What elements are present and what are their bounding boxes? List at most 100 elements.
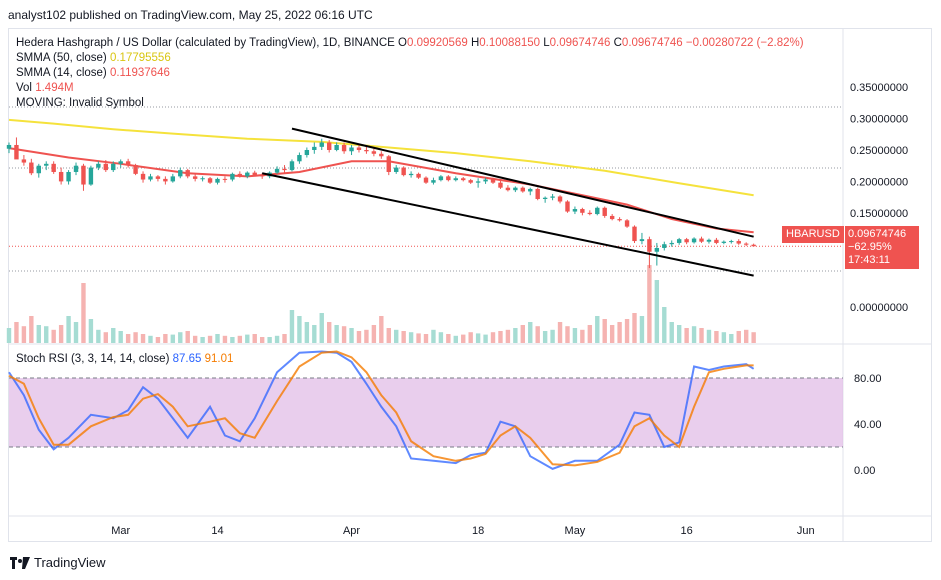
candle-body xyxy=(230,173,235,180)
time-tick-label: Jun xyxy=(797,525,815,537)
candle-body xyxy=(207,178,213,183)
candle-body xyxy=(51,163,56,172)
volume-bar xyxy=(326,322,332,343)
volume-bar xyxy=(706,329,712,343)
legend-vol-row[interactable]: Vol 1.494M xyxy=(16,81,804,96)
volume-bar xyxy=(565,326,570,343)
volume-bar xyxy=(580,329,585,343)
volume-bar xyxy=(289,310,295,343)
volume-bar xyxy=(364,329,369,343)
volume-bar xyxy=(103,332,109,343)
candle-body xyxy=(312,146,317,150)
stoch-band xyxy=(9,378,843,447)
candle-body xyxy=(66,171,71,182)
candle-body xyxy=(595,207,600,215)
candle-body xyxy=(282,168,287,171)
volume-bar xyxy=(44,326,49,343)
volume-bar xyxy=(662,307,667,343)
candle-body xyxy=(699,238,704,242)
volume-bar xyxy=(632,313,637,343)
volume-bar xyxy=(222,335,228,343)
bar-countdown: 17:43:11 xyxy=(848,254,891,266)
volume-bar xyxy=(743,329,749,343)
candle-body xyxy=(423,177,429,183)
candle-body xyxy=(259,175,265,177)
volume-bar xyxy=(259,337,265,343)
candle-body xyxy=(163,178,168,182)
volume-bar xyxy=(505,329,511,343)
last-price: 0.09674746 xyxy=(848,228,907,240)
candle-body xyxy=(736,241,741,244)
legend-smma50-row[interactable]: SMMA (50, close) 0.17795556 xyxy=(16,51,804,66)
volume-bar xyxy=(185,331,190,343)
candle-body xyxy=(446,176,451,181)
volume-bar xyxy=(349,328,354,343)
volume-bar xyxy=(178,332,183,343)
candle-body xyxy=(155,176,161,179)
legend-low-label: L xyxy=(543,37,550,49)
volume-bar xyxy=(475,333,481,343)
legend-open: 0.09920569 xyxy=(406,37,468,49)
candle-body xyxy=(691,238,697,243)
volume-bar xyxy=(639,316,645,343)
volume-bar xyxy=(282,334,287,343)
candle-body xyxy=(73,165,79,172)
volume-bar xyxy=(431,329,436,343)
volume-bar xyxy=(237,335,243,343)
candle-body xyxy=(729,241,734,243)
volume-bar xyxy=(751,332,756,343)
candle-body xyxy=(557,196,563,202)
legend-title: Hedera Hashgraph / US Dollar (calculated… xyxy=(16,37,395,49)
volume-bar xyxy=(312,325,317,343)
volume-bar xyxy=(691,326,697,343)
legend-smma50-value: 0.17795556 xyxy=(109,52,171,64)
volume-bar xyxy=(602,319,607,343)
volume-bar xyxy=(21,326,27,343)
stoch-legend[interactable]: Stoch RSI (3, 3, 14, 14, close) 87.65 91… xyxy=(16,352,233,367)
volume-bar xyxy=(721,332,727,343)
price-tick-label: 0.15000000 xyxy=(850,208,908,220)
candle-body xyxy=(751,244,756,247)
candle-body xyxy=(252,172,257,176)
legend-smma14-row[interactable]: SMMA (14, close) 0.11937646 xyxy=(16,66,804,81)
legend-smma50-label: SMMA (50, close) xyxy=(16,52,107,64)
candle-body xyxy=(401,167,406,176)
time-tick-label: Apr xyxy=(343,525,360,537)
candle-body xyxy=(684,239,689,243)
candle-body xyxy=(431,180,436,183)
volume-bar xyxy=(245,334,250,343)
candle-body xyxy=(319,142,324,147)
volume-bar xyxy=(371,325,377,343)
volume-bar xyxy=(647,265,652,343)
volume-bar xyxy=(200,337,205,343)
candle-body xyxy=(550,196,555,198)
candle-body xyxy=(81,165,86,185)
volume-bar xyxy=(669,322,674,343)
volume-bar xyxy=(416,333,421,343)
volume-bar xyxy=(461,334,466,343)
legend-moving-row[interactable]: MOVING: Invalid Symbol xyxy=(16,96,804,111)
candle-body xyxy=(111,163,116,171)
price-tick-label: 0.35000000 xyxy=(850,82,908,94)
legend-open-label: O xyxy=(398,37,407,49)
legend-low: 0.09674746 xyxy=(549,37,611,49)
candle-body xyxy=(498,182,503,188)
candle-body xyxy=(535,188,540,199)
volume-bar xyxy=(341,326,347,343)
legend-close-label: C xyxy=(613,37,622,49)
volume-bar xyxy=(73,322,79,343)
candle-body xyxy=(326,142,332,150)
volume-bar xyxy=(334,325,339,343)
candle-body xyxy=(394,167,399,172)
legend-close: 0.09674746 xyxy=(621,37,683,49)
candle-body xyxy=(274,168,280,173)
smma50-line xyxy=(8,118,754,197)
stoch-k-value: 87.65 xyxy=(172,353,202,365)
candle-body xyxy=(297,155,302,162)
volume-bar xyxy=(163,334,168,343)
volume-bar xyxy=(111,328,116,343)
stoch-k-line xyxy=(8,350,755,470)
footer-brand[interactable]: TradingView xyxy=(10,555,106,570)
candle-body xyxy=(483,179,488,182)
